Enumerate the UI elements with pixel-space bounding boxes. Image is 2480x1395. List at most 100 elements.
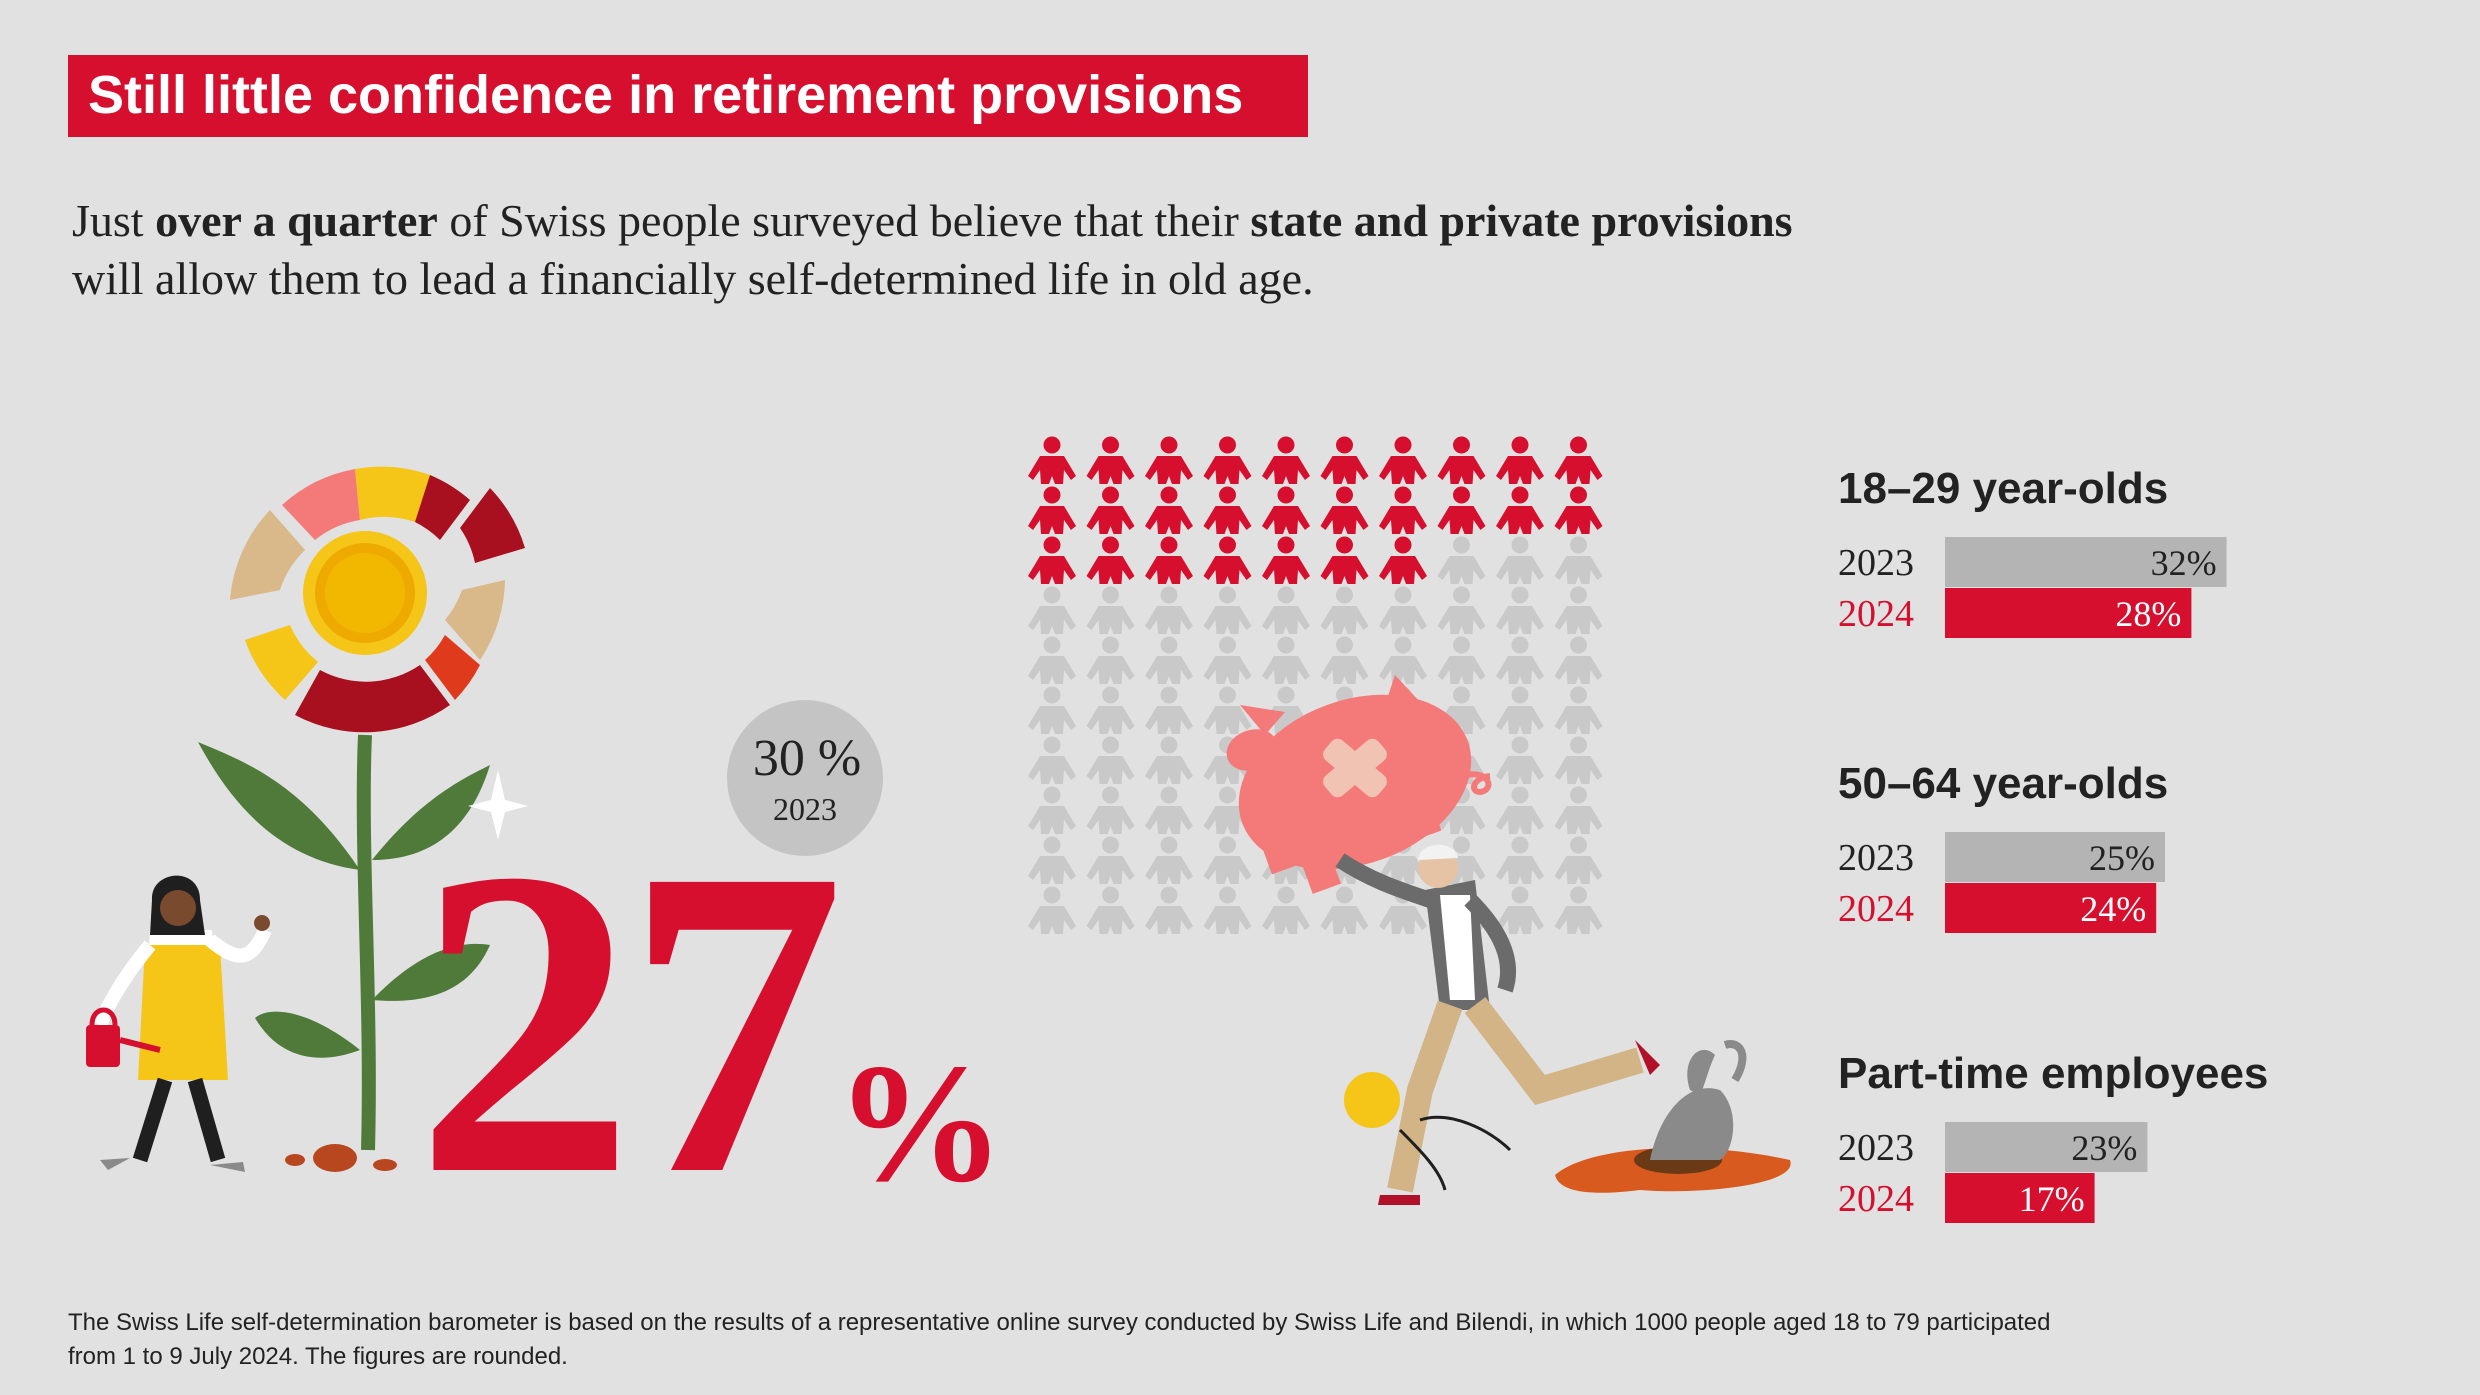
bar-2024 xyxy=(1945,1173,2095,1223)
person-icon xyxy=(1320,586,1369,634)
person-icon xyxy=(1203,436,1252,484)
person-icon xyxy=(1320,536,1369,584)
person-icon xyxy=(1145,686,1193,734)
person-icon xyxy=(1496,536,1544,584)
person-icon xyxy=(1028,536,1076,584)
person-icon xyxy=(1145,586,1193,634)
footnote-line-2: from 1 to 9 July 2024. The figures are r… xyxy=(68,1343,568,1370)
person-icon xyxy=(1554,736,1603,784)
person-icon xyxy=(1320,886,1369,934)
person-icon xyxy=(1203,836,1252,884)
intro-part-3: will allow them to lead a financially se… xyxy=(72,253,1314,304)
year-label: 2023 xyxy=(1838,1127,1914,1169)
bar-2023 xyxy=(1945,1122,2148,1172)
headline-percent-sign: % xyxy=(835,1029,1005,1217)
previous-value-badge xyxy=(727,700,883,856)
person-icon xyxy=(1379,536,1427,584)
bar-2023 xyxy=(1945,537,2227,587)
person-icon xyxy=(1554,636,1603,684)
person-icon xyxy=(1437,686,1486,734)
person-icon xyxy=(1496,836,1544,884)
person-icon xyxy=(1028,736,1076,784)
page-title: Still little confidence in retirement pr… xyxy=(88,65,1244,125)
headline-number: 27 xyxy=(415,779,838,1266)
person-icon xyxy=(1379,636,1427,684)
person-icon xyxy=(1145,736,1193,784)
person-icon xyxy=(1554,536,1603,584)
person-icon xyxy=(1086,586,1135,634)
bar-2023 xyxy=(1945,832,2165,882)
person-icon xyxy=(1379,586,1427,634)
bar-2024 xyxy=(1945,588,2192,638)
bar-chart: 18–29 year-olds 2023 32% 2024 28% 50–64 year-… xyxy=(1838,464,2268,1223)
person-icon xyxy=(1554,786,1603,834)
person-icon xyxy=(1437,636,1486,684)
group-title: Part-time employees xyxy=(1838,1049,2268,1098)
year-label: 2024 xyxy=(1838,1178,1914,1220)
person-icon xyxy=(1437,486,1486,534)
person-icon xyxy=(1554,486,1603,534)
dog-illustration xyxy=(1555,1040,1791,1193)
person-icon xyxy=(1262,486,1310,534)
person-icon xyxy=(1496,786,1544,834)
person-icon xyxy=(1437,586,1486,634)
person-icon xyxy=(1203,786,1252,834)
value-label: 17% xyxy=(2019,1179,2085,1219)
person-icon xyxy=(1028,686,1076,734)
person-icon xyxy=(1554,686,1603,734)
intro-bold-2: state and private provisions xyxy=(1250,195,1793,246)
previous-year: 2023 xyxy=(773,791,837,827)
person-icon xyxy=(1086,436,1135,484)
person-icon xyxy=(1145,436,1193,484)
coin-icon xyxy=(1344,1072,1400,1128)
person-icon xyxy=(1554,836,1603,884)
person-icon xyxy=(1086,486,1135,534)
person-icon xyxy=(1028,786,1076,834)
group-title: 50–64 year-olds xyxy=(1838,759,2168,808)
person-icon xyxy=(1496,736,1544,784)
person-icon xyxy=(1496,686,1544,734)
value-label: 23% xyxy=(2071,1128,2137,1168)
person-icon xyxy=(1379,436,1427,484)
person-icon xyxy=(1086,686,1135,734)
footnote-line-1: The Swiss Life self-determination barome… xyxy=(68,1309,2051,1336)
piggy-bank-icon xyxy=(1226,675,1492,894)
person-icon xyxy=(1554,586,1603,634)
year-label: 2024 xyxy=(1838,888,1914,930)
person-icon xyxy=(1379,486,1427,534)
person-icon xyxy=(1145,536,1193,584)
person-icon xyxy=(1086,886,1135,934)
person-icon xyxy=(1554,436,1603,484)
person-icon xyxy=(1028,586,1076,634)
person-icon xyxy=(1086,536,1135,584)
person-icon xyxy=(1554,886,1603,934)
person-icon xyxy=(1262,436,1310,484)
person-icon xyxy=(1320,636,1369,684)
intro-part-2: of Swiss people surveyed believe that th… xyxy=(437,195,1251,246)
person-icon xyxy=(1086,836,1135,884)
person-icon xyxy=(1203,886,1252,934)
person-icon xyxy=(1145,636,1193,684)
person-icon xyxy=(1262,886,1310,934)
person-icon xyxy=(1437,436,1486,484)
person-icon xyxy=(1203,536,1252,584)
bar-groups: 18–29 year-olds 2023 32% 2024 28% 50–64 year-… xyxy=(1838,464,2268,1223)
person-icon xyxy=(1145,836,1193,884)
person-icon xyxy=(1203,636,1252,684)
year-label: 2023 xyxy=(1838,837,1914,879)
value-label: 25% xyxy=(2089,838,2155,878)
person-icon xyxy=(1437,536,1486,584)
person-icon xyxy=(1203,486,1252,534)
person-icon xyxy=(1496,636,1544,684)
person-icon xyxy=(1086,736,1135,784)
gardener-illustration xyxy=(86,875,272,1172)
intro-bold-1: over a quarter xyxy=(155,195,438,246)
person-icon xyxy=(1086,636,1135,684)
footnote: The Swiss Life self-determination barome… xyxy=(68,1306,2268,1374)
person-icon xyxy=(1028,886,1076,934)
year-label: 2023 xyxy=(1838,542,1914,584)
person-icon xyxy=(1086,786,1135,834)
person-icon xyxy=(1203,586,1252,634)
person-icon xyxy=(1203,686,1252,734)
